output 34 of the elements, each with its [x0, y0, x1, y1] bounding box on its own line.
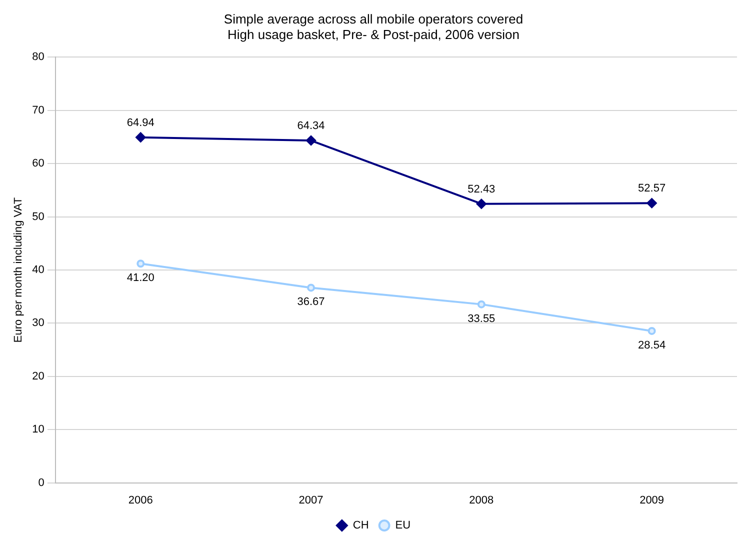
- y-axis-title: Euro per month including VAT: [12, 197, 25, 343]
- chart-subtitle: High usage basket, Pre- & Post-paid, 2006 version: [228, 26, 520, 42]
- y-tick-label: 0: [38, 476, 44, 489]
- data-label: 36.67: [297, 296, 325, 308]
- y-tick-label: 60: [32, 158, 44, 170]
- data-label: 64.34: [297, 120, 325, 132]
- point: [136, 260, 145, 268]
- y-tick-label: 20: [32, 370, 44, 382]
- data-label: 64.94: [126, 116, 154, 129]
- y-tick-label: 10: [32, 424, 44, 436]
- data-label: 33.55: [468, 312, 496, 325]
- point: [646, 198, 657, 208]
- data-label: 52.57: [638, 182, 666, 195]
- legend-label: CH: [352, 520, 369, 532]
- data-label: 41.20: [126, 272, 154, 284]
- x-tick-label: 2006: [128, 494, 153, 506]
- y-tick-label: 40: [32, 264, 44, 276]
- y-tick-label: 70: [32, 104, 44, 116]
- x-tick-label: 2007: [298, 494, 324, 506]
- legend-label: EU: [395, 520, 411, 532]
- point: [307, 284, 316, 292]
- y-tick-label: 30: [32, 317, 44, 330]
- point: [477, 300, 486, 308]
- x-tick-label: 2008: [469, 494, 494, 506]
- y-tick-label: 80: [32, 51, 44, 64]
- data-label: 28.54: [638, 340, 666, 352]
- x-tick-label: 2009: [640, 494, 664, 506]
- point: [136, 132, 146, 142]
- point: [648, 326, 656, 335]
- y-tick-label: 50: [32, 210, 44, 223]
- chart-title: Simple average across all mobile operators covered: [224, 11, 524, 26]
- point: [476, 198, 486, 209]
- point: [306, 136, 316, 146]
- data-label: 52.43: [468, 183, 496, 196]
